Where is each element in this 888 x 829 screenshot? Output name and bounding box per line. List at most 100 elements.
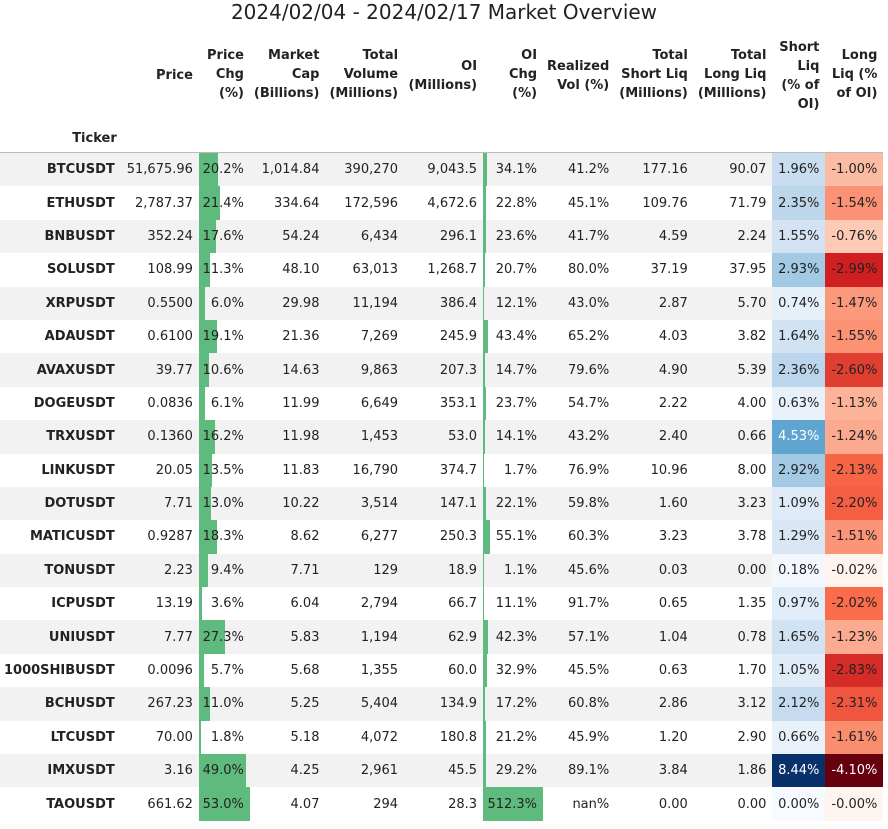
volume-cell-value: 5,404 — [360, 696, 399, 712]
market-cap-cell-value: 5.83 — [290, 629, 320, 645]
price-chg-cell: 3.6% — [198, 587, 250, 621]
short-liq-pct-cell: 1.64% — [772, 319, 826, 354]
table-row: MATICUSDT 0.9287 18.3% 8.62 6,277 250.3 55.1% 6… — [0, 520, 884, 554]
price-chg-cell: 27.3% — [198, 620, 250, 654]
short-liq-pct-cell-value: 4.53% — [778, 429, 820, 445]
ticker-cell-value: DOGEUSDT — [33, 395, 115, 411]
table-row: BTCUSDT 51,675.96 20.2% 1,014.84 390,270 9,04… — [0, 152, 884, 187]
market-cap-cell-value: 7.71 — [290, 562, 320, 578]
price-chg-cell: 11.0% — [198, 687, 250, 721]
realized-vol-cell: 59.8% — [543, 486, 616, 521]
ticker-cell: TAOUSDT — [0, 787, 123, 820]
header-realized-vol: Realized Vol (%) — [543, 38, 615, 153]
long-liq-cell: 0.78 — [693, 620, 773, 654]
short-liq-cell: 0.00 — [615, 787, 694, 820]
short-liq-cell: 2.87 — [615, 286, 694, 320]
oi-chg-cell: 512.3% — [483, 787, 544, 821]
price-chg-cell-value: 17.6% — [202, 228, 244, 244]
oi-cell: 9,043.5 — [404, 152, 484, 187]
long-liq-pct-cell-value: -2.83% — [831, 663, 878, 679]
header-line: Short — [779, 40, 820, 55]
header-line: (%) — [512, 86, 538, 101]
ticker-cell-value: UNIUSDT — [48, 629, 115, 645]
oi-chg-cell-value: 14.7% — [495, 362, 538, 378]
oi-cell: 18.9 — [404, 553, 484, 588]
oi-chg-cell-bar — [483, 386, 486, 421]
table-row: DOGEUSDT 0.0836 6.1% 11.99 6,649 353.1 23.7% 54… — [0, 386, 884, 421]
price-cell-value: 51,675.96 — [126, 162, 193, 178]
volume-cell: 7,269 — [325, 320, 404, 353]
long-liq-pct-cell-value: -4.10% — [831, 763, 878, 779]
realized-vol-cell: 91.7% — [543, 587, 615, 620]
price-chg-cell-value: 9.4% — [210, 562, 244, 578]
realized-vol-cell: 79.6% — [543, 353, 616, 387]
oi-cell-value: 9,043.5 — [427, 162, 478, 178]
oi-chg-cell: 20.7% — [483, 253, 543, 287]
oi-cell: 296.1 — [404, 219, 484, 254]
market-cap-cell: 11.83 — [250, 454, 326, 487]
long-liq-pct-cell-value: -0.00% — [831, 796, 878, 812]
short-liq-pct-cell: 4.53% — [772, 420, 826, 454]
long-liq-cell: 90.07 — [693, 152, 773, 187]
short-liq-cell: 1.20 — [615, 721, 694, 754]
short-liq-pct-cell-value: 0.97% — [778, 596, 820, 612]
market-cap-cell-value: 5.18 — [290, 729, 320, 745]
short-liq-pct-cell: 1.09% — [772, 486, 826, 521]
long-liq-cell: 0.66 — [693, 420, 773, 454]
short-liq-pct-cell-value: 0.18% — [778, 562, 820, 578]
oi-chg-cell: 14.1% — [483, 420, 544, 454]
long-liq-cell: 37.95 — [694, 253, 773, 286]
price-chg-cell-bar — [198, 253, 210, 287]
price-cell: 2.23 — [122, 553, 199, 588]
realized-vol-cell-value: 41.2% — [567, 162, 610, 178]
short-liq-cell: 3.84 — [615, 754, 694, 788]
oi-chg-cell: 11.1% — [483, 587, 543, 621]
oi-chg-cell: 23.6% — [483, 219, 544, 254]
volume-cell-value: 9,863 — [360, 362, 399, 378]
long-liq-pct-cell: -1.23% — [825, 620, 884, 654]
short-liq-pct-cell: 2.35% — [772, 186, 826, 220]
table-row: BNBUSDT 352.24 17.6% 54.24 6,434 296.1 23.6% 41… — [0, 219, 884, 254]
realized-vol-cell-value: 41.7% — [567, 228, 610, 244]
long-liq-pct-cell-value: -2.60% — [831, 362, 878, 378]
price-chg-cell: 6.1% — [198, 386, 250, 421]
oi-chg-cell-bar — [483, 486, 486, 521]
long-liq-cell: 3.12 — [693, 687, 773, 721]
short-liq-cell-value: 0.00 — [658, 796, 688, 812]
short-liq-pct-cell-value: 2.92% — [778, 462, 820, 478]
oi-cell-value: 134.9 — [439, 696, 478, 712]
long-liq-cell-value: 1.35 — [737, 596, 767, 612]
short-liq-pct-cell-value: 0.74% — [778, 295, 820, 311]
long-liq-pct-cell: -1.13% — [825, 386, 884, 421]
price-cell-value: 0.5500 — [147, 295, 193, 311]
oi-cell-value: 250.3 — [439, 529, 478, 545]
short-liq-cell-value: 0.65 — [658, 596, 688, 612]
short-liq-pct-cell: 1.55% — [772, 219, 826, 254]
long-liq-pct-cell-value: -1.55% — [831, 329, 878, 345]
price-cell: 20.05 — [123, 454, 199, 487]
volume-cell: 5,404 — [325, 687, 405, 721]
price-chg-cell-bar — [198, 787, 250, 821]
short-liq-cell: 109.76 — [615, 186, 694, 219]
header-line: of OI) — [836, 86, 878, 101]
ticker-cell-value: 1000SHIBUSDT — [4, 663, 115, 679]
ticker-cell-value: ICPUSDT — [51, 596, 115, 612]
long-liq-pct-cell: -0.00% — [825, 787, 884, 821]
oi-cell: 134.9 — [404, 687, 484, 721]
oi-chg-cell-bar — [483, 219, 486, 254]
price-chg-cell: 10.6% — [198, 353, 250, 387]
short-liq-pct-cell: 8.44% — [772, 754, 826, 788]
short-liq-cell: 0.03 — [615, 553, 694, 588]
oi-cell-value: 60.0 — [448, 663, 478, 679]
header-line: Price — [207, 48, 244, 63]
oi-chg-cell: 22.1% — [483, 486, 544, 521]
realized-vol-cell: 76.9% — [543, 454, 615, 487]
ticker-cell: 1000SHIBUSDT — [0, 654, 123, 687]
market-cap-cell-value: 10.22 — [282, 496, 320, 512]
table-row: ADAUSDT 0.6100 19.1% 21.36 7,269 245.9 43.4% 65… — [0, 319, 884, 354]
long-liq-pct-cell: -2.31% — [825, 687, 884, 721]
oi-cell-value: 45.5 — [448, 763, 478, 779]
header-line: Chg — [508, 67, 538, 82]
price-chg-cell-bar — [198, 653, 205, 688]
long-liq-cell-value: 3.23 — [737, 496, 767, 512]
